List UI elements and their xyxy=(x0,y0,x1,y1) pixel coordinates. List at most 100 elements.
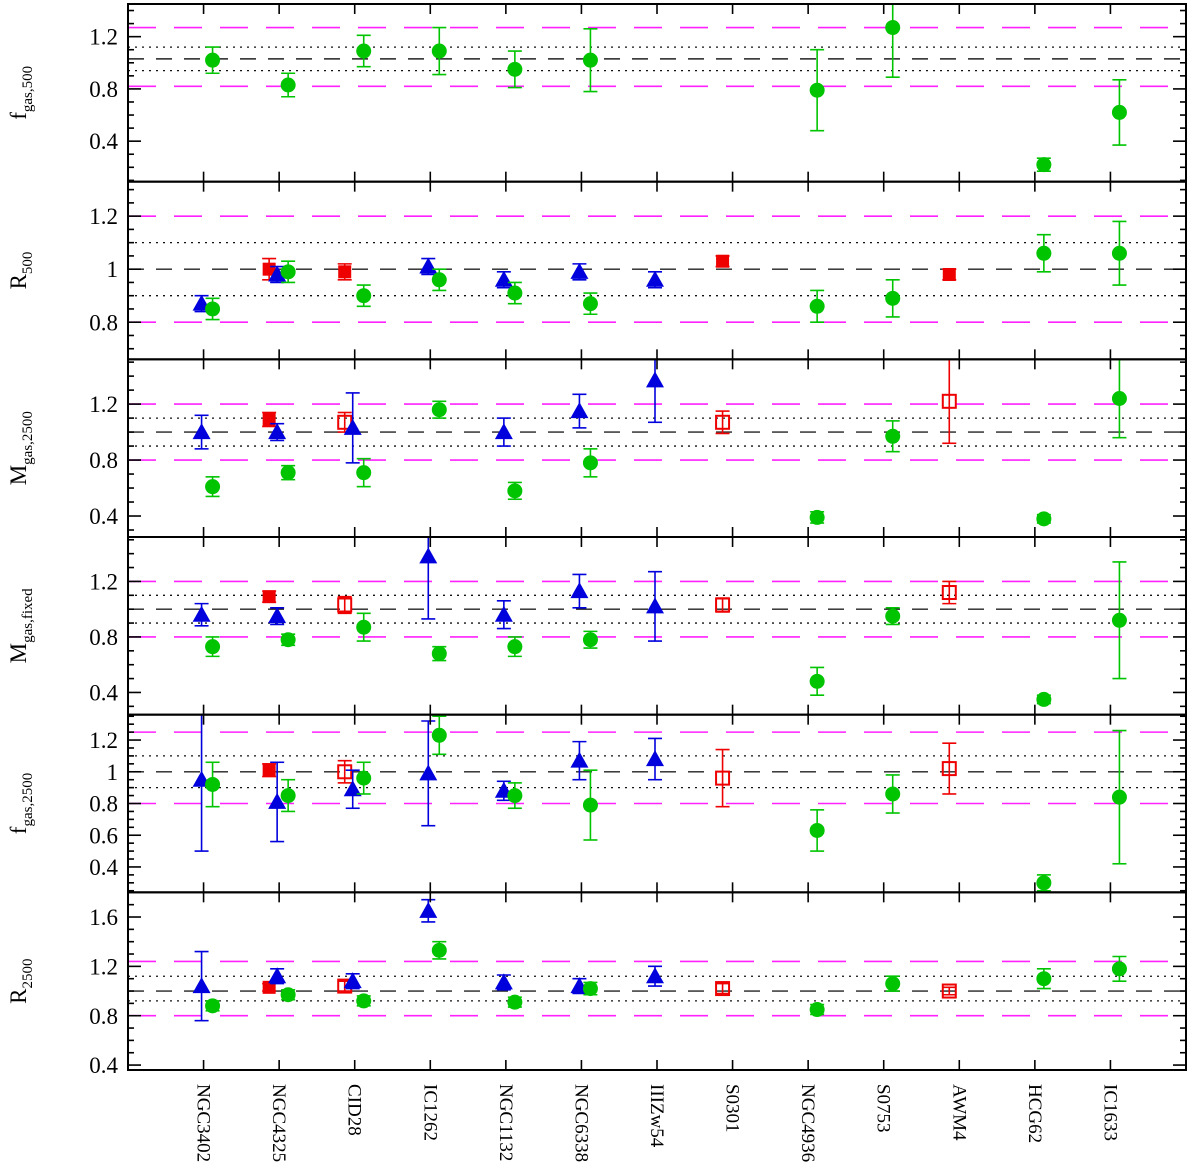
x-category-label: S0753 xyxy=(873,1084,894,1133)
green-circle-marker xyxy=(582,981,598,997)
blue-triangle-marker xyxy=(494,605,513,622)
green-circle-marker xyxy=(1111,612,1127,628)
x-category-label: IC1262 xyxy=(419,1084,440,1141)
blue-triangle-marker xyxy=(570,751,589,768)
green-circle-marker xyxy=(809,1002,825,1018)
x-category-label: IIIZw54 xyxy=(646,1084,667,1148)
green-circle-marker xyxy=(1036,971,1052,987)
y-tick-label: 1 xyxy=(107,760,119,785)
y-tick-label: 1.2 xyxy=(89,569,118,594)
y-tick-label: 1.2 xyxy=(89,25,118,50)
y-axis-title: Mgas,fixed xyxy=(6,588,36,664)
y-tick-label: 1.2 xyxy=(89,954,118,979)
green-circle-marker xyxy=(582,632,598,648)
green-circle-marker xyxy=(356,288,372,304)
green-circle-marker xyxy=(885,428,901,444)
green-circle-marker xyxy=(280,788,296,804)
green-circle-marker xyxy=(582,52,598,68)
green-circle-marker xyxy=(1036,157,1052,173)
panel-R-2500: 0.4 0.8 1.2 1.6 R2500 xyxy=(6,891,1187,1078)
x-category-label: NGC6338 xyxy=(570,1084,591,1162)
red-open-square-marker xyxy=(941,585,957,601)
green-circle-marker xyxy=(1036,245,1052,261)
blue-triangle-marker xyxy=(343,780,362,797)
red-filled-square-marker xyxy=(338,265,352,279)
x-category-label: IC1633 xyxy=(1099,1084,1120,1141)
green-circle-marker xyxy=(205,301,221,317)
green-circle-marker xyxy=(885,608,901,624)
green-circle-marker xyxy=(507,639,523,655)
green-circle-marker xyxy=(431,942,447,958)
blue-triangle-marker xyxy=(494,973,513,990)
y-tick-label: 1 xyxy=(107,257,119,282)
blue-triangle-marker xyxy=(268,967,287,984)
green-circle-marker xyxy=(431,646,447,662)
blue-triangle-marker xyxy=(192,977,211,994)
green-circle-marker xyxy=(582,797,598,813)
green-circle-marker xyxy=(356,770,372,786)
blue-triangle-marker xyxy=(646,967,664,984)
y-tick-label: 0.6 xyxy=(89,823,118,848)
x-category-label: NGC4325 xyxy=(268,1084,289,1162)
green-circle-marker xyxy=(885,290,901,306)
green-circle-marker xyxy=(1111,961,1127,977)
blue-triangle-marker xyxy=(570,262,589,279)
green-circle-marker xyxy=(205,52,221,68)
green-circle-marker xyxy=(809,82,825,98)
green-circle-marker xyxy=(431,43,447,59)
green-circle-marker xyxy=(1036,875,1052,891)
blue-triangle-marker xyxy=(419,764,438,781)
green-circle-marker xyxy=(205,776,221,792)
panel-f-gas,500: 0.4 0.8 1.2 fgas,500 xyxy=(6,3,1187,183)
y-tick-label: 0.4 xyxy=(89,681,118,706)
y-tick-label: 0.8 xyxy=(89,77,118,102)
red-open-square-marker xyxy=(715,597,731,613)
panel-R-500: 0.8 1 1.2 R500 xyxy=(6,180,1187,361)
green-circle-marker xyxy=(1036,511,1052,527)
blue-triangle-marker xyxy=(419,547,438,564)
x-category-label: HCG62 xyxy=(1024,1084,1045,1143)
blue-triangle-marker xyxy=(646,750,664,767)
panel-M-gas,2500: 0.4 0.8 1.2 Mgas,2500 xyxy=(6,358,1187,539)
blue-triangle-marker xyxy=(192,423,211,440)
red-open-square-marker xyxy=(337,764,353,780)
blue-triangle-marker xyxy=(419,901,438,918)
y-axis-title: R500 xyxy=(6,252,36,290)
green-circle-marker xyxy=(205,639,221,655)
green-circle-marker xyxy=(356,465,372,481)
green-circle-marker xyxy=(356,993,372,1009)
green-circle-marker xyxy=(809,822,825,838)
blue-triangle-marker xyxy=(570,402,589,419)
red-filled-square-marker xyxy=(262,763,276,777)
green-circle-marker xyxy=(280,632,296,648)
red-open-square-marker xyxy=(941,983,957,999)
green-circle-marker xyxy=(507,483,523,499)
blue-triangle-marker xyxy=(646,597,664,614)
red-open-square-marker xyxy=(941,761,957,777)
green-circle-marker xyxy=(431,402,447,418)
red-open-square-marker xyxy=(941,393,957,409)
blue-triangle-marker xyxy=(268,792,287,809)
blue-triangle-marker xyxy=(192,605,211,622)
green-circle-marker xyxy=(507,285,523,301)
green-circle-marker xyxy=(280,77,296,93)
x-category-label: NGC1132 xyxy=(495,1084,516,1161)
x-category-label: AWM4 xyxy=(948,1084,969,1141)
green-circle-marker xyxy=(582,296,598,312)
y-tick-label: 0.4 xyxy=(89,1053,118,1078)
red-open-square-marker xyxy=(715,414,731,430)
x-category-label: S0301 xyxy=(722,1084,743,1133)
y-axis-title: fgas,500 xyxy=(6,66,36,120)
y-tick-label: 0.8 xyxy=(89,310,118,335)
green-circle-marker xyxy=(809,673,825,689)
green-circle-marker xyxy=(809,509,825,525)
y-tick-label: 0.4 xyxy=(89,129,118,154)
green-circle-marker xyxy=(885,976,901,992)
green-circle-marker xyxy=(885,786,901,802)
x-category-label: NGC3402 xyxy=(193,1084,214,1162)
green-circle-marker xyxy=(1111,789,1127,805)
y-tick-label: 1.2 xyxy=(89,392,118,417)
